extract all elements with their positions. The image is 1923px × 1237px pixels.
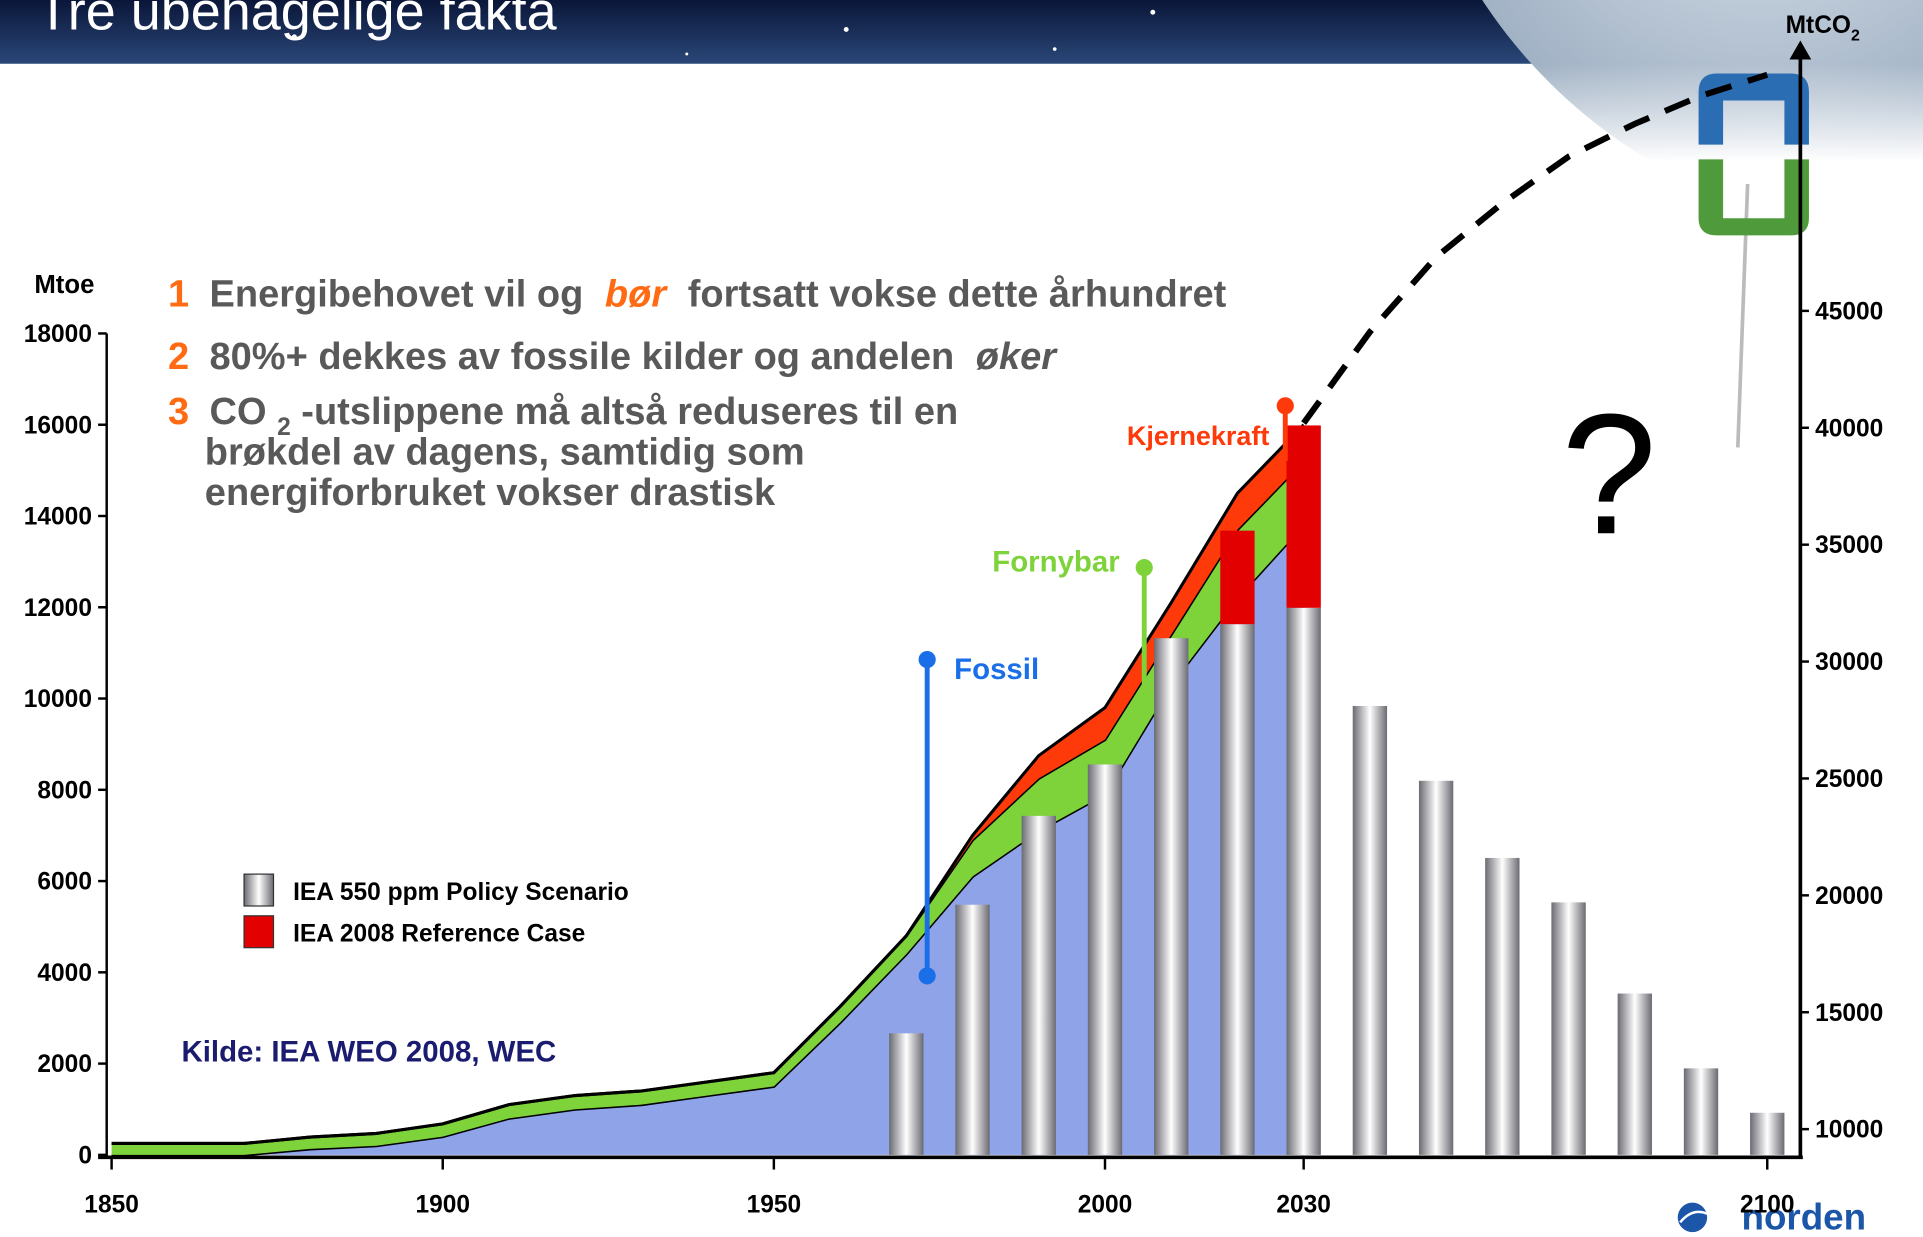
y-axis-title: Mtoe [34,271,94,299]
bar [1551,902,1585,1154]
bar [1220,531,1254,625]
y-tick-label: 12000 [24,595,92,622]
y2-tick-label: 25000 [1815,766,1883,793]
series-label: Kjernekraft [1127,421,1269,451]
point-text: CO [210,391,267,433]
point-number: 3 [168,391,189,433]
point: 2 80%+ dekkes av fossile kilder og andel… [168,336,1058,378]
y-tick-label: 10000 [24,686,92,713]
point-number: 2 [168,336,189,378]
y-tick-label: 6000 [37,869,92,896]
y2-tick-label: 40000 [1815,415,1883,442]
x-tick-label: 1850 [84,1191,139,1218]
bar [1286,425,1320,607]
legend-swatch [244,874,273,906]
legend-label: IEA 2008 Reference Case [293,921,585,948]
bar [1286,608,1320,1155]
bar [1618,994,1652,1155]
bar [955,905,989,1155]
point-line: energiforbruket vokser drastisk [205,472,776,514]
point-text: 80%+ dekkes av fossile kilder og andelen [210,336,955,378]
y-tick-label: 16000 [24,412,92,439]
y-tick-label: 2000 [37,1051,92,1078]
annotation-kjernekraft: Kjernekraft [1127,397,1294,461]
y-tick-label: 14000 [24,504,92,531]
bar [1088,764,1122,1154]
y-tick-label: 0 [78,1142,92,1169]
bar [1485,858,1519,1155]
x-tick-label: 2100 [1740,1191,1795,1218]
bar [1750,1113,1784,1155]
legend-label: IEA 550 ppm Policy Scenario [293,879,629,906]
question-mark: ? [1561,379,1656,570]
point-text: -utslippene må altså reduseres til en [301,391,958,433]
point-text: Energibehovet vil og [210,273,584,315]
point-line: brøkdel av dagens, samtidig som [205,432,805,474]
point-number: 1 [168,273,189,315]
x-tick-label: 2000 [1078,1191,1133,1218]
bar [1419,781,1453,1155]
bar [1684,1068,1718,1155]
series-label: Fornybar [992,545,1119,578]
y2-tick-label: 15000 [1815,1000,1883,1027]
slide-title: Tre ubehagelige fakta [37,0,557,41]
bar [889,1033,923,1155]
slide: Tre ubehagelige fakta 1 Energibehovet vi… [0,0,1923,1237]
bar [1022,816,1056,1155]
y-tick-label: 4000 [37,960,92,987]
bar [1353,706,1387,1155]
source: Kilde: IEA WEO 2008, WEC [182,1036,557,1069]
bar [1220,624,1254,1155]
point: 1 Energibehovet vil og bør fortsatt voks… [168,273,1227,315]
legend-swatch [244,916,273,948]
plot [112,75,1785,1155]
point-emphasis: øker [976,336,1058,378]
x-tick-label: 2030 [1276,1191,1331,1218]
x-tick-label: 1950 [747,1191,802,1218]
bar [1154,638,1188,1155]
y2-tick-label: 20000 [1815,883,1883,910]
y2-tick-label: 30000 [1815,649,1883,676]
y2-axis-title-subscript: 2 [1851,27,1860,44]
y2-tick-label: 35000 [1815,532,1883,559]
y2-tick-label: 45000 [1815,298,1883,325]
point-text: fortsatt vokse dette århundret [688,273,1227,315]
y-tick-label: 18000 [24,321,92,348]
y2-tick-label: 10000 [1815,1117,1883,1144]
point-emphasis: bør [605,273,668,315]
series-label: Fossil [954,653,1039,686]
page: {"slide": {"title": "Tre ubehagelige fak… [0,0,1923,1237]
y-tick-label: 8000 [37,777,92,804]
y2-axis-title-text: MtCO [1786,12,1851,39]
x-tick-label: 1900 [415,1191,470,1218]
